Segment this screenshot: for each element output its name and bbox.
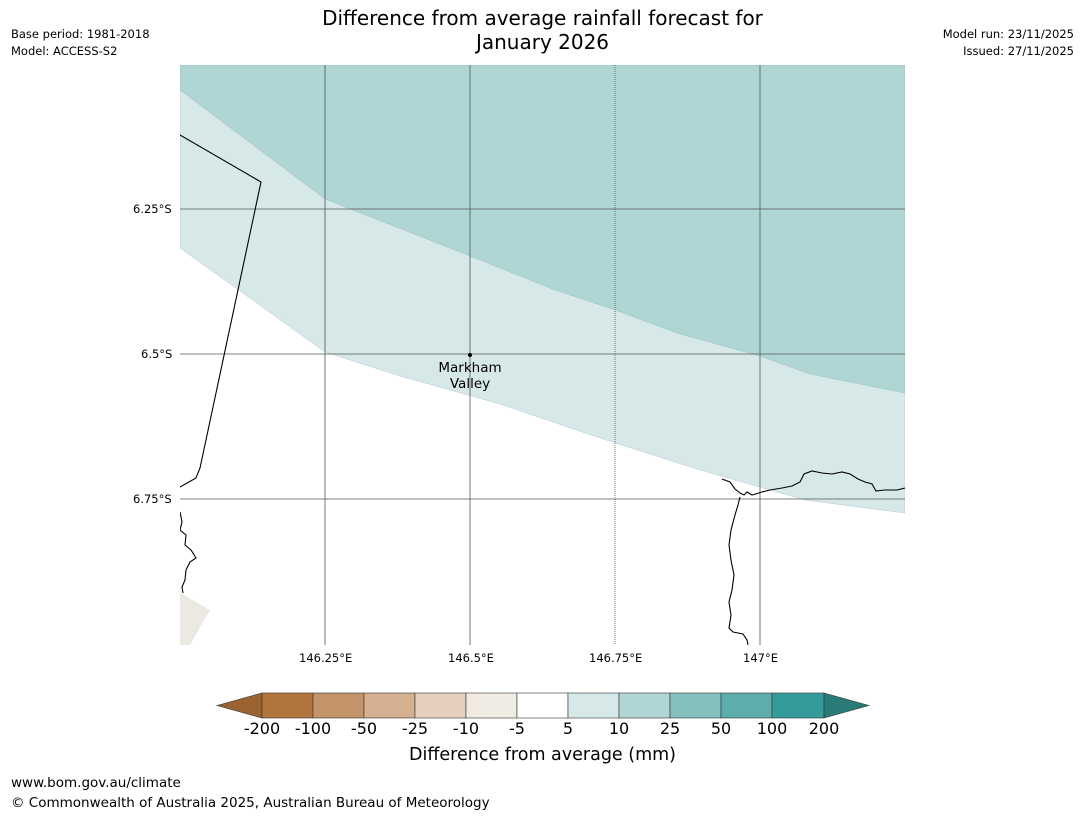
lon-label-146-75: 146.75°E — [589, 651, 643, 665]
place-label-markham-valley: Markham Valley — [420, 360, 520, 392]
colorbar-bin-4 — [414, 692, 467, 719]
lon-label-147: 147°E — [743, 651, 778, 665]
map-title-line1: Difference from average rainfall forecas… — [322, 6, 763, 30]
meta-left: Base period: 1981-2018 Model: ACCESS-S2 — [11, 26, 150, 60]
river-line — [728, 496, 749, 645]
colorbar-tick-label: -100 — [294, 719, 332, 738]
issued-text: Issued: 27/11/2025 — [963, 44, 1074, 58]
graticule — [180, 65, 905, 645]
colorbar-tick-label: 5 — [562, 719, 574, 738]
colorbar-bin-6 — [516, 692, 569, 719]
colorbar — [215, 692, 871, 719]
colorbar-bin-11 — [771, 692, 825, 719]
colorbar-tick-label: 200 — [808, 719, 840, 738]
meta-right: Model run: 23/11/2025 Issued: 27/11/2025 — [943, 26, 1074, 60]
colorbar-tick-label: -10 — [452, 719, 480, 738]
coastlines — [180, 134, 905, 645]
markham-valley-marker — [468, 353, 472, 357]
colorbar-high-arrow — [823, 692, 871, 719]
colorbar-tick-label: -5 — [509, 719, 525, 738]
colorbar-bin-3 — [363, 692, 416, 719]
border-line — [180, 134, 262, 488]
map-title: Difference from average rainfall forecas… — [0, 6, 1085, 54]
east-coastline — [721, 470, 905, 496]
model-text: Model: ACCESS-S2 — [11, 44, 118, 58]
region-10-to-25mm — [180, 65, 905, 394]
place-label-line2: Valley — [449, 376, 491, 392]
map-title-line2: January 2026 — [475, 30, 610, 54]
colorbar-bin-10 — [720, 692, 773, 719]
colorbar-tick-label: 25 — [659, 719, 681, 738]
colorbar-bin-9 — [669, 692, 722, 719]
region-minus5-to-minus10mm — [180, 593, 210, 645]
colorbar-bin-1 — [261, 692, 314, 719]
colorbar-bin-5 — [465, 692, 518, 719]
place-label-line1: Markham — [438, 360, 502, 376]
base-period-text: Base period: 1981-2018 — [11, 27, 150, 41]
lat-label-6-25: 6.25°S — [133, 202, 172, 216]
colorbar-low-arrow — [215, 692, 263, 719]
colorbar-tick-label: 50 — [710, 719, 732, 738]
lon-label-146-25: 146.25°E — [299, 651, 353, 665]
colorbar-bin-8 — [618, 692, 671, 719]
lat-label-6-75: 6.75°S — [133, 492, 172, 506]
map-area — [180, 65, 905, 645]
colorbar-title: Difference from average (mm) — [408, 745, 677, 765]
colorbar-tick-label: 10 — [608, 719, 630, 738]
colorbar-tick-label: -200 — [243, 719, 281, 738]
lon-label-146-5: 146.5°E — [448, 651, 494, 665]
west-coastline — [180, 511, 197, 594]
colorbar-tick-label: -25 — [401, 719, 429, 738]
colorbar-bin-2 — [312, 692, 365, 719]
colorbar-tick-label: 100 — [756, 719, 788, 738]
colorbar-tick-label: -50 — [350, 719, 378, 738]
model-run-text: Model run: 23/11/2025 — [942, 27, 1074, 41]
footer-url[interactable]: www.bom.gov.au/climate — [11, 775, 181, 791]
footer-copyright: © Commonwealth of Australia 2025, Austra… — [11, 795, 490, 811]
lat-label-6-5: 6.5°S — [141, 347, 173, 361]
colorbar-bin-7 — [567, 692, 620, 719]
